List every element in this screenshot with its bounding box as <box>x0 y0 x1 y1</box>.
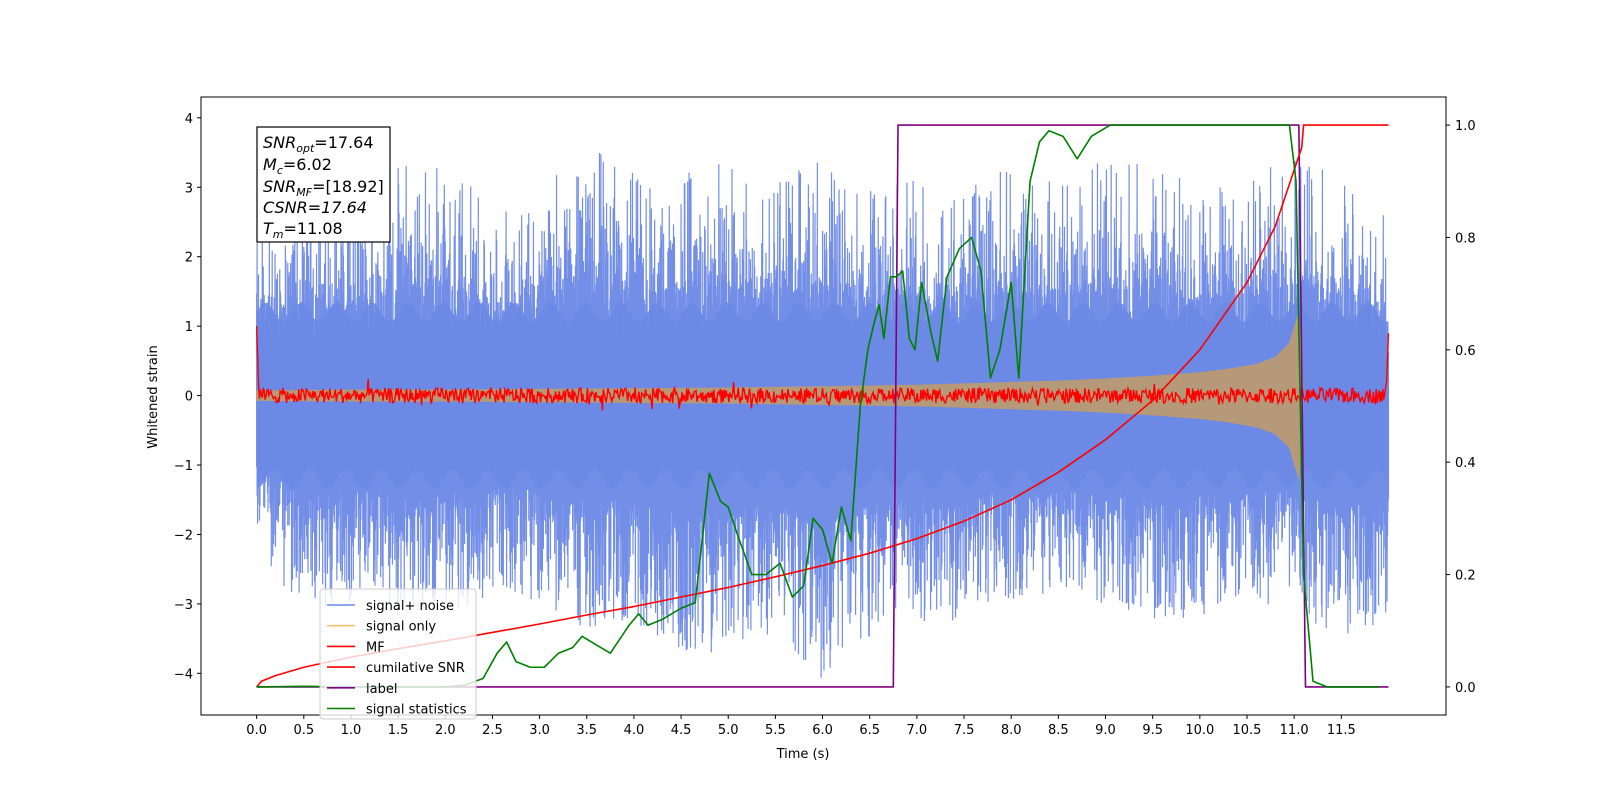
series-mf <box>255 326 1390 411</box>
y-tick-label: 1 <box>185 320 193 335</box>
info-mc: Mc=6.02 <box>263 155 332 177</box>
x-tick-label: 3.0 <box>529 723 550 738</box>
x-tick-label: 2.0 <box>435 723 456 738</box>
info-csnr: CSNR=17.64 <box>263 198 367 217</box>
x-tick-label: 2.5 <box>482 723 503 738</box>
x-tick-label: 5.5 <box>765 723 786 738</box>
x-tick-label: 10.0 <box>1185 723 1214 738</box>
legend-label: signal only <box>366 620 436 635</box>
legend-label: MF <box>366 640 385 655</box>
legend-label: cumilative SNR <box>366 661 465 676</box>
x-tick-label: 3.5 <box>576 723 597 738</box>
x-tick-label: 11.0 <box>1280 723 1309 738</box>
x-tick-label: 4.5 <box>671 723 692 738</box>
y-right-tick-label: 1.0 <box>1455 119 1476 134</box>
x-tick-label: 0.0 <box>246 723 267 738</box>
y-tick-label: 3 <box>185 181 193 196</box>
y-axis-label: Whitened strain <box>146 345 161 448</box>
series-label <box>256 124 1389 688</box>
info-box: SNRopt=17.64 Mc=6.02 SNRMF=[18.92] CSNR=… <box>256 126 391 243</box>
y-tick-label: 0 <box>185 390 193 405</box>
legend-label: label <box>366 682 397 697</box>
y-tick-label: 2 <box>185 251 193 266</box>
y-tick-label: −2 <box>174 528 193 543</box>
x-tick-label: 9.5 <box>1142 723 1163 738</box>
legend-label: signal statistics <box>366 703 467 718</box>
x-tick-label: 7.0 <box>907 723 928 738</box>
legend-label: signal+ noise <box>366 599 454 614</box>
x-tick-label: 1.5 <box>388 723 409 738</box>
y-right-tick-label: 0.6 <box>1455 344 1476 359</box>
x-tick-label: 7.5 <box>954 723 975 738</box>
x-tick-label: 11.5 <box>1327 723 1356 738</box>
plot-frame <box>200 96 1447 716</box>
legend: signal+ noise signal only MF cumilative SNR… <box>319 588 477 720</box>
x-tick-label: 4.0 <box>624 723 645 738</box>
y-tick-label: 4 <box>185 112 193 127</box>
x-tick-label: 1.0 <box>341 723 362 738</box>
x-tick-label: 6.5 <box>859 723 880 738</box>
x-tick-label: 0.5 <box>293 723 314 738</box>
x-tick-label: 6.0 <box>812 723 833 738</box>
y-tick-label: −1 <box>174 459 193 474</box>
info-snr-mf: SNRMF=[18.92] <box>263 177 384 199</box>
x-tick-label: 9.0 <box>1095 723 1116 738</box>
series-signal-statistics <box>256 124 1380 688</box>
y-tick-label: −3 <box>174 598 193 613</box>
x-tick-label: 8.5 <box>1048 723 1069 738</box>
plot-area <box>255 124 1390 688</box>
y-right-tick-label: 0.2 <box>1455 569 1476 584</box>
x-tick-label: 10.5 <box>1233 723 1262 738</box>
y-right-tick-label: 0.0 <box>1455 681 1476 696</box>
y-tick-label: −4 <box>174 667 193 682</box>
x-tick-label: 5.0 <box>718 723 739 738</box>
info-tm: Tm=11.08 <box>263 219 343 241</box>
info-snr-opt: SNRopt=17.64 <box>263 133 374 155</box>
y-right-tick-label: 0.4 <box>1455 456 1476 471</box>
legend-frame <box>319 588 477 720</box>
axes: 0.0 0.5 1.0 1.5 2.0 2.5 3.0 3.5 4.0 4.5 5.0 5.5 6.0 6… <box>174 96 1476 738</box>
y-right-tick-label: 0.8 <box>1455 231 1476 246</box>
x-tick-label: 8.0 <box>1001 723 1022 738</box>
x-axis-label: Time (s) <box>776 747 830 762</box>
